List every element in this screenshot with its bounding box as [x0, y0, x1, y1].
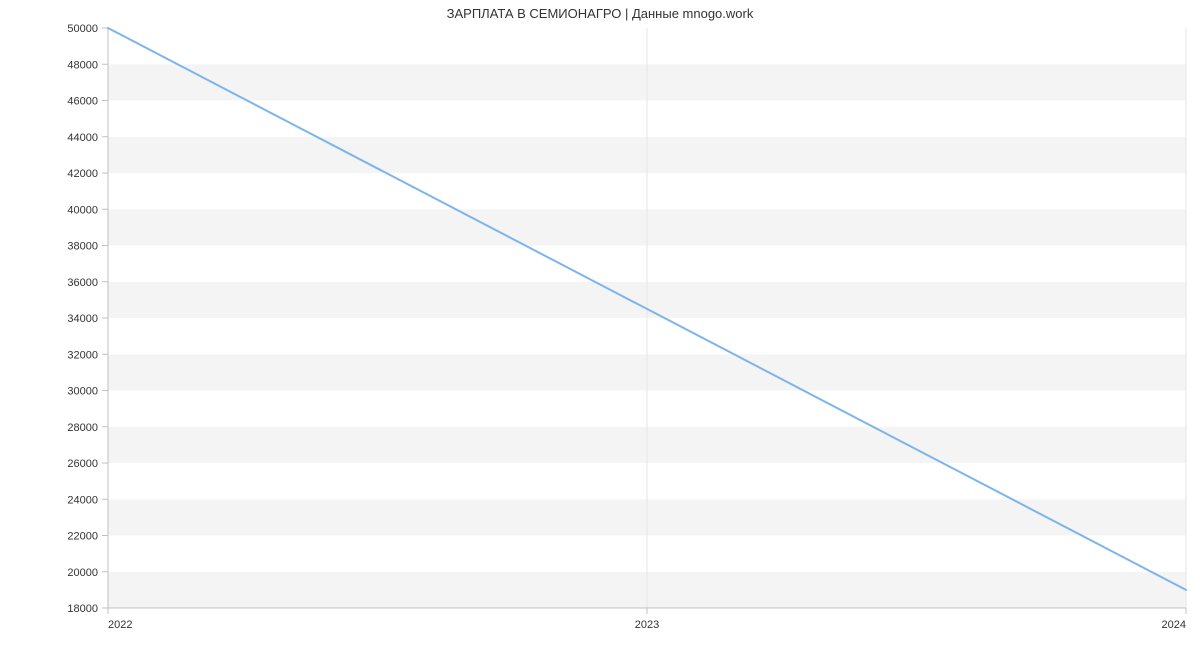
y-tick-label: 38000	[67, 241, 98, 253]
y-tick-label: 40000	[67, 204, 98, 216]
chart-title: ЗАРПЛАТА В СЕМИОНАГРО | Данные mnogo.wor…	[0, 6, 1200, 21]
x-tick-label: 2022	[108, 619, 132, 631]
y-tick-label: 30000	[67, 386, 98, 398]
y-tick-label: 42000	[67, 168, 98, 180]
salary-line-chart: ЗАРПЛАТА В СЕМИОНАГРО | Данные mnogo.wor…	[0, 0, 1200, 650]
y-tick-label: 18000	[67, 603, 98, 615]
y-tick-label: 28000	[67, 422, 98, 434]
y-tick-label: 36000	[67, 277, 98, 289]
y-tick-label: 24000	[67, 494, 98, 506]
y-tick-label: 44000	[67, 132, 98, 144]
x-tick-label: 2023	[635, 619, 659, 631]
y-tick-label: 46000	[67, 96, 98, 108]
x-tick-label: 2024	[1162, 619, 1186, 631]
y-tick-label: 34000	[67, 313, 98, 325]
y-tick-label: 32000	[67, 349, 98, 361]
y-tick-label: 22000	[67, 531, 98, 543]
y-tick-label: 48000	[67, 59, 98, 71]
y-tick-label: 50000	[67, 23, 98, 35]
chart-svg: 18000 20000 22000 24000 26000 28000 30000 32000…	[0, 0, 1200, 650]
y-tick-label: 26000	[67, 458, 98, 470]
y-tick-label: 20000	[67, 567, 98, 579]
